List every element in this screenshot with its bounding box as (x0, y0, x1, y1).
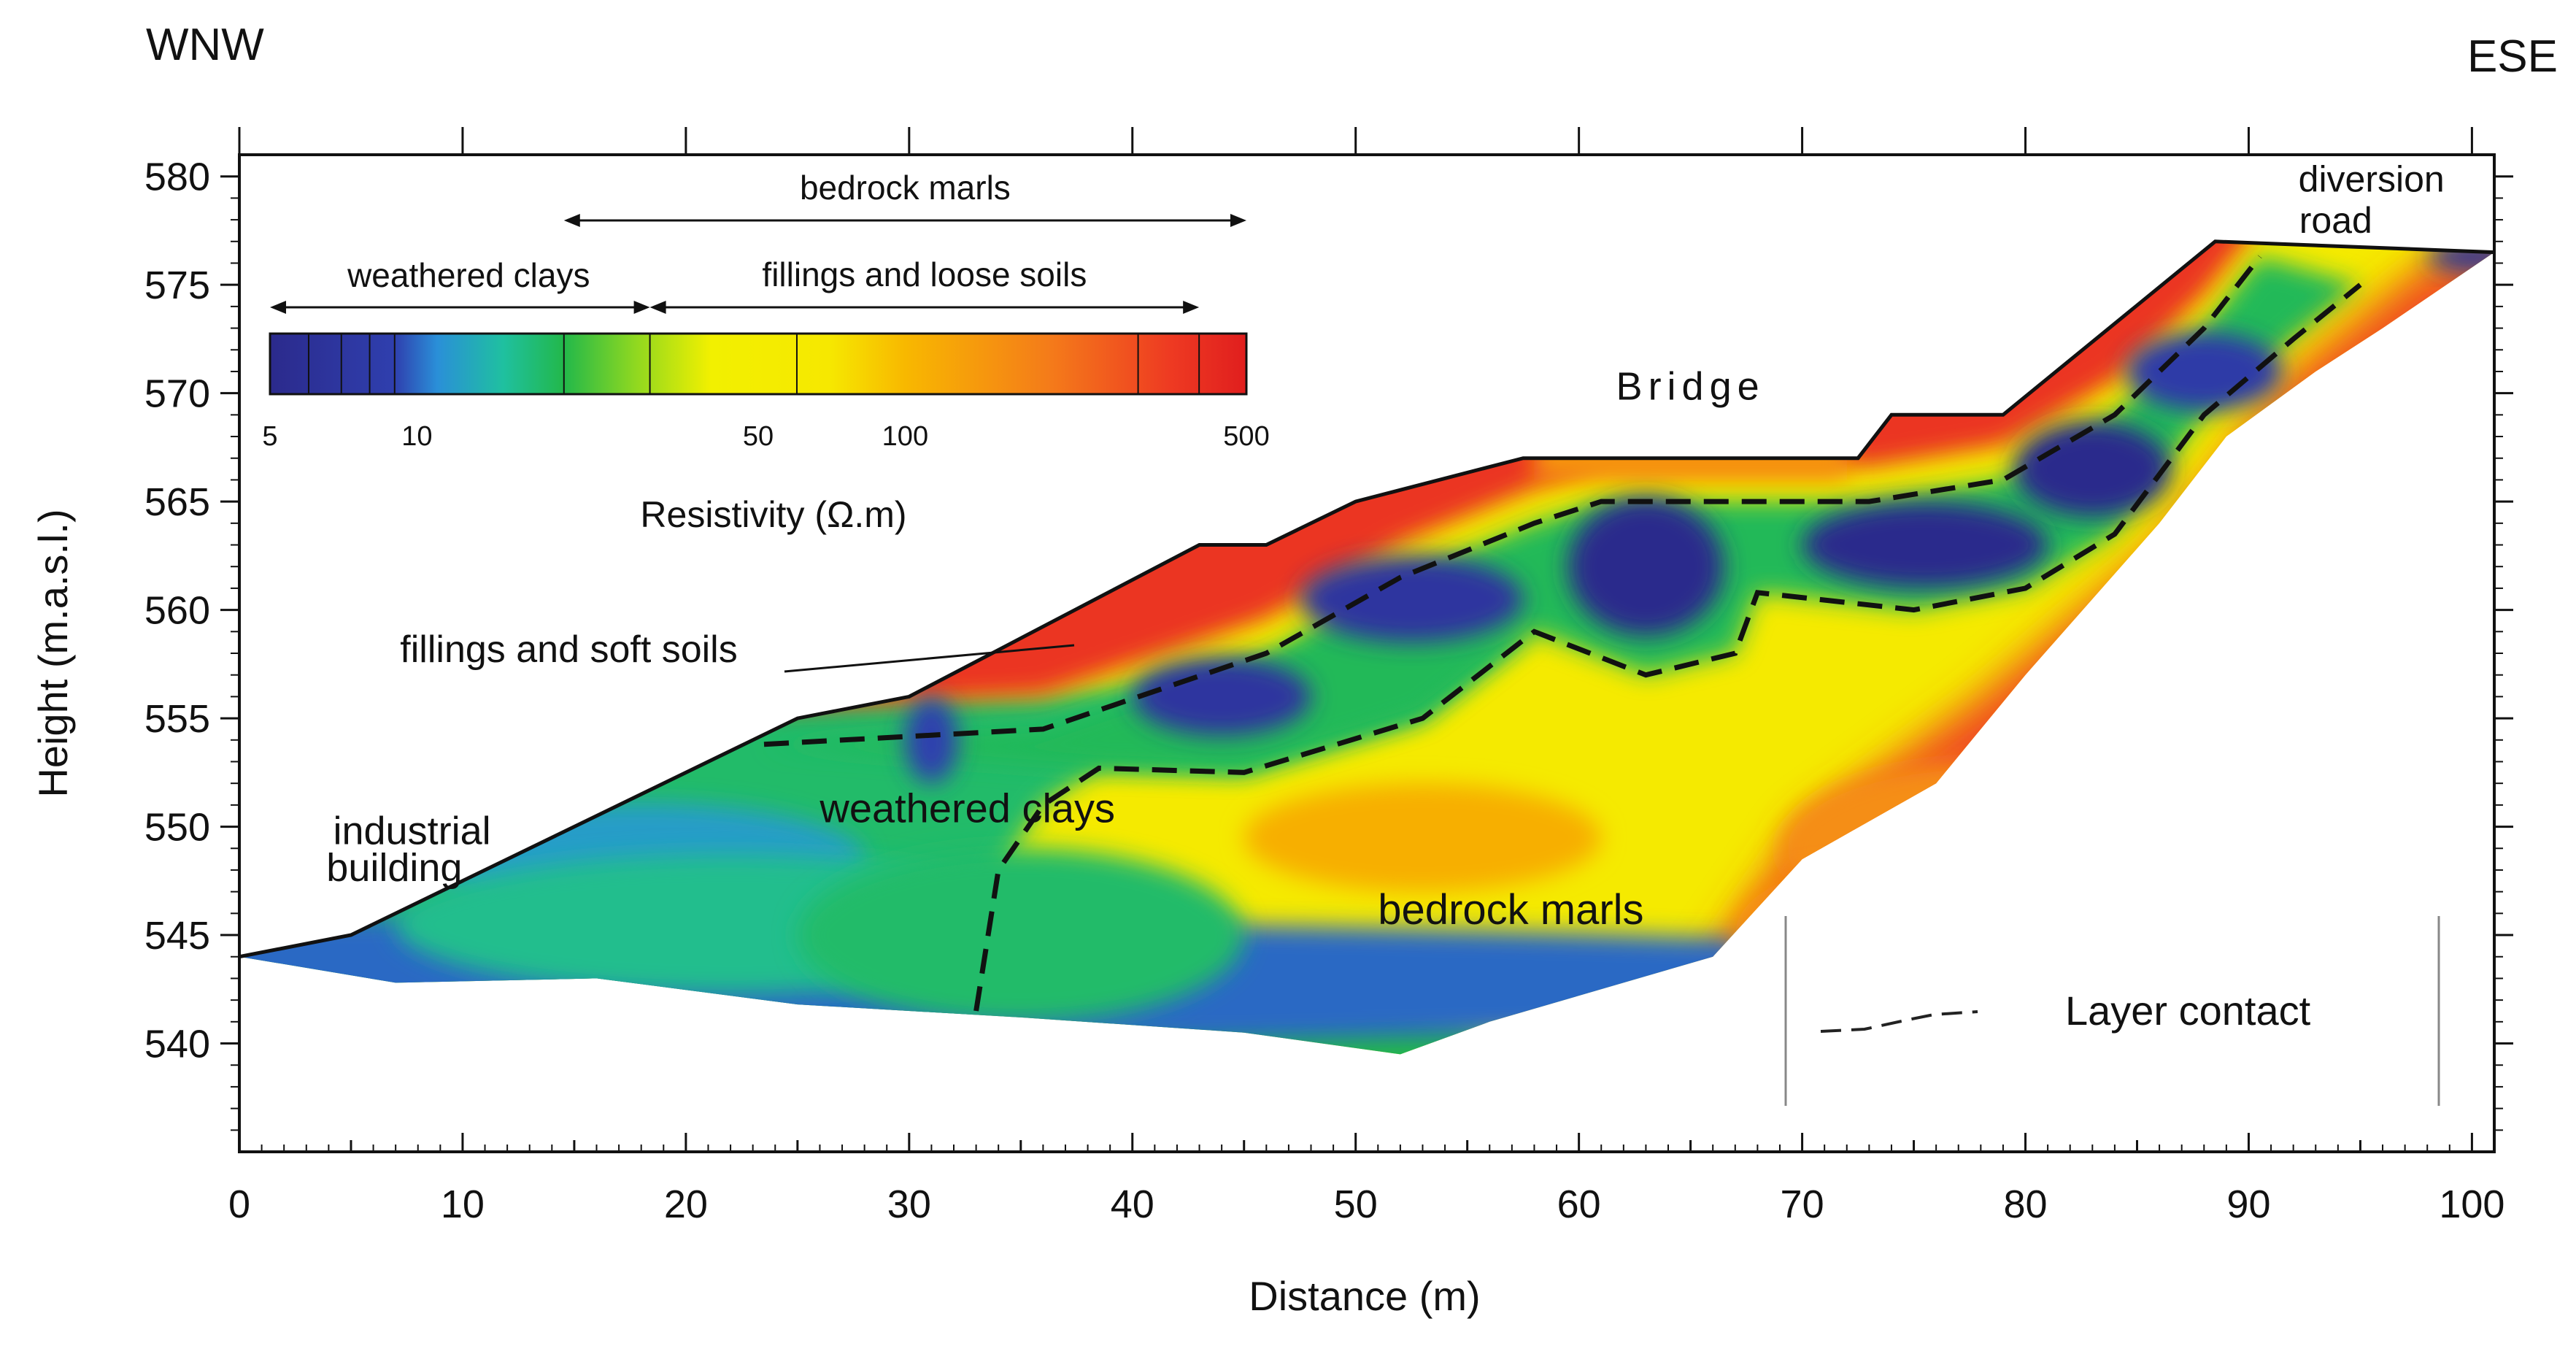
range-arrowhead-right (1183, 301, 1200, 314)
annotation-label: Bridge (1616, 365, 1765, 409)
resistivity-anomaly (797, 848, 1244, 1022)
colorbar-tick-labels: 5 10 50 100 500 (262, 421, 1269, 452)
colorbar-tick-label: 500 (1223, 421, 1269, 452)
range-arrowhead-left (270, 301, 286, 314)
x-tick-label: 20 (664, 1182, 708, 1226)
resistivity-anomaly (2014, 421, 2171, 517)
x-axis-title: Distance (m) (1249, 1273, 1480, 1319)
y-tick-label: 580 (144, 155, 210, 199)
range-arrowhead-right (633, 301, 650, 314)
x-axis-ticks: 0 10 20 30 40 50 60 70 80 90 100 (228, 127, 2504, 1226)
resistivity-anomaly (1300, 555, 1524, 643)
x-tick-label: 90 (2226, 1182, 2270, 1226)
y-tick-label: 550 (144, 806, 210, 850)
range-arrowhead-left (563, 214, 580, 227)
x-tick-label: 0 (228, 1182, 250, 1226)
annotation-label: building (326, 846, 462, 890)
y-axis-title: Height (m.a.s.l.) (30, 509, 76, 797)
resistivity-anomaly (2427, 241, 2494, 272)
layer-contact-legend: Layer contact (1784, 916, 2440, 1106)
x-tick-label: 70 (1781, 1182, 1824, 1226)
resistivity-anomaly (904, 696, 959, 784)
resistivity-colorbar: 5 10 50 100 500 Resistivity (Ω.m) bedrock ma… (262, 169, 1269, 535)
range-label: fillings and loose soils (762, 255, 1087, 293)
colorbar-tick-label: 10 (401, 421, 432, 452)
x-tick-label: 30 (887, 1182, 931, 1226)
annotation-label: road (2299, 200, 2372, 241)
x-tick-label: 40 (1111, 1182, 1154, 1226)
resistivity-anomaly (1802, 501, 2048, 588)
resistivity-anomaly (1243, 783, 1602, 892)
colorbar-ramp (269, 332, 1248, 396)
y-tick-label: 575 (144, 264, 210, 307)
colorbar-tick-label: 100 (882, 421, 928, 452)
y-tick-label: 555 (144, 697, 210, 741)
x-tick-label: 100 (2439, 1182, 2504, 1226)
annotation-label: diversion (2299, 159, 2445, 200)
orientation-right-label: ESE (2467, 31, 2558, 82)
legend-label: Layer contact (2065, 988, 2311, 1034)
resistivity-anomaly (1780, 761, 2182, 936)
range-arrowhead-left (649, 301, 666, 314)
orientation-left-label: WNW (146, 20, 264, 70)
y-tick-label: 565 (144, 480, 210, 524)
colorbar-tick-label: 5 (262, 421, 277, 452)
layer-contact-lines (763, 255, 2362, 1012)
range-label: weathered clays (347, 256, 590, 294)
ground-surface-line (239, 239, 2495, 959)
resistivity-anomaly (1132, 657, 1311, 736)
y-tick-label: 560 (144, 589, 210, 633)
y-tick-label: 545 (144, 914, 210, 958)
y-tick-label: 540 (144, 1023, 210, 1066)
annotation-label: bedrock marls (1378, 886, 1643, 934)
colorbar-title: Resistivity (Ω.m) (640, 494, 906, 535)
range-label: bedrock marls (800, 169, 1011, 207)
y-tick-label: 570 (144, 372, 210, 416)
resistivity-anomaly (2126, 332, 2283, 411)
colorbar-dividers (307, 334, 1200, 394)
x-tick-label: 50 (1334, 1182, 1378, 1226)
annotation-label: industrial (333, 809, 491, 853)
legend-dash-sample (1820, 1010, 1978, 1033)
layer-contact-2 (973, 282, 2362, 1012)
fillings-leader-line (784, 644, 1075, 673)
resistivity-anomaly (1735, 869, 1959, 1001)
bridge-fill-zone (1534, 415, 1847, 480)
x-tick-label: 10 (441, 1182, 485, 1226)
resistivity-anomaly (1567, 497, 1724, 636)
annotation-label: fillings and soft soils (400, 628, 737, 671)
colorbar-range-arrows: bedrock marls weathered clays fillings and… (270, 169, 1246, 314)
colorbar-tick-label: 50 (743, 421, 774, 452)
range-arrowhead-right (1230, 214, 1246, 227)
x-tick-label: 60 (1557, 1182, 1601, 1226)
layer-contact-1 (763, 255, 2262, 747)
x-tick-label: 80 (2003, 1182, 2047, 1226)
annotation-label: weathered clays (819, 785, 1115, 831)
